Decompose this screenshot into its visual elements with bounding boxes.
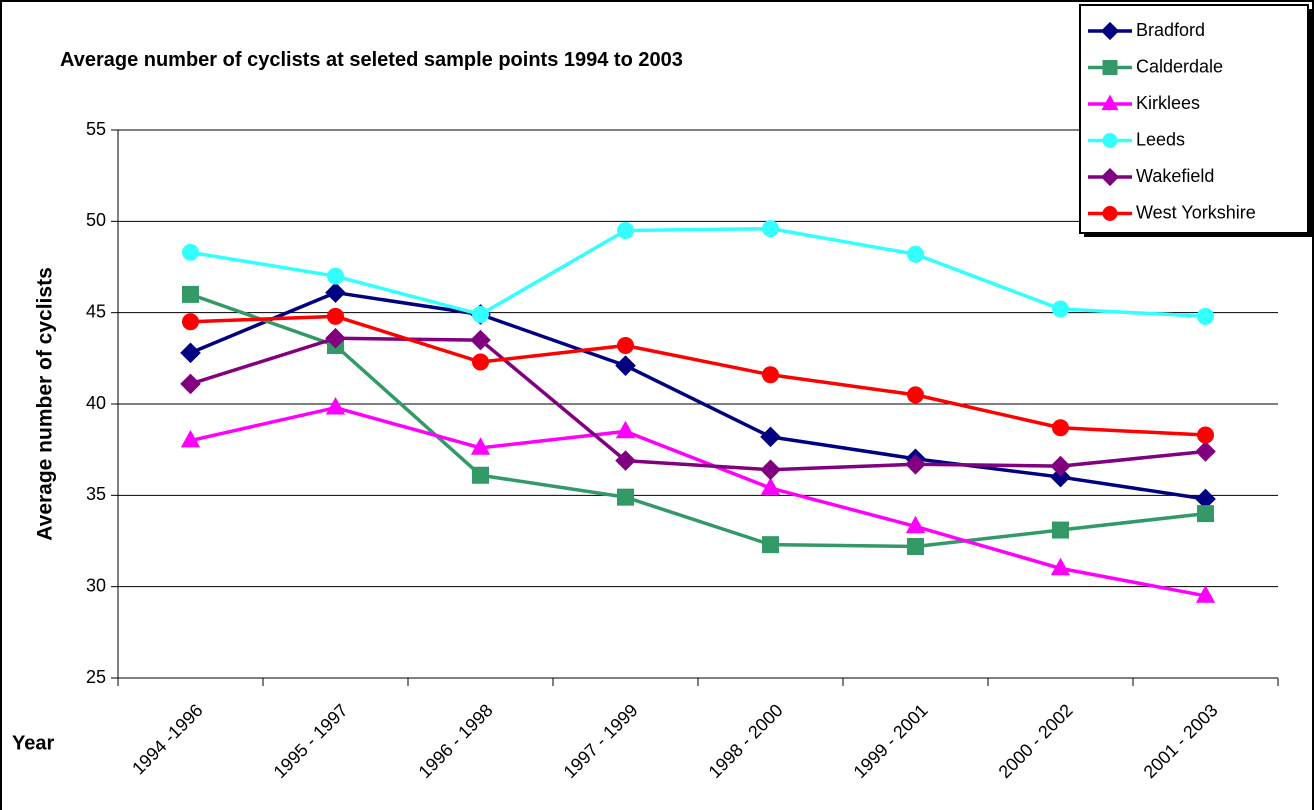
- marker: [760, 477, 781, 495]
- marker: [1102, 206, 1118, 221]
- y-tick-label: 30: [86, 575, 106, 595]
- y-tick-label: 35: [86, 484, 106, 504]
- marker: [327, 307, 344, 325]
- legend-label: West Yorkshire: [1136, 202, 1256, 222]
- marker: [760, 426, 781, 448]
- marker: [325, 397, 346, 415]
- marker: [1052, 521, 1069, 539]
- marker: [615, 420, 636, 439]
- marker: [1050, 557, 1071, 576]
- series-line: [190, 314, 1206, 437]
- marker: [182, 285, 199, 303]
- marker: [905, 453, 926, 475]
- marker: [617, 221, 634, 239]
- marker: [325, 282, 346, 303]
- marker: [1100, 21, 1120, 41]
- legend-label: Kirklees: [1136, 93, 1200, 113]
- marker: [472, 305, 489, 323]
- legend-label: Wakefield: [1136, 166, 1214, 186]
- legend-label: Bradford: [1136, 20, 1205, 40]
- marker: [760, 459, 781, 481]
- y-tick-label: 55: [86, 119, 106, 139]
- marker: [907, 245, 924, 263]
- marker: [907, 537, 924, 555]
- marker: [1102, 133, 1118, 148]
- marker: [762, 220, 779, 238]
- marker: [1197, 426, 1214, 444]
- marker: [1050, 455, 1071, 477]
- marker: [1195, 441, 1216, 462]
- marker: [1197, 307, 1214, 325]
- series-line: [189, 336, 1206, 472]
- legend: [1079, 4, 1309, 234]
- marker: [1197, 505, 1214, 523]
- marker: [905, 515, 926, 534]
- series-line: [189, 290, 1206, 501]
- marker: [180, 373, 201, 395]
- marker: [1195, 585, 1216, 603]
- y-tick-label: 25: [86, 667, 106, 687]
- marker: [472, 466, 489, 484]
- marker: [470, 329, 491, 351]
- marker: [907, 386, 924, 404]
- marker: [615, 355, 636, 376]
- marker: [762, 536, 779, 554]
- legend-label: Leeds: [1136, 129, 1185, 149]
- marker: [1052, 419, 1069, 437]
- marker: [472, 353, 489, 371]
- marker: [1052, 300, 1069, 318]
- marker: [617, 488, 634, 506]
- y-tick-label: 50: [86, 210, 106, 230]
- marker: [470, 437, 491, 455]
- marker: [327, 267, 344, 285]
- y-axis-label: Average number of cyclists: [34, 267, 57, 541]
- marker: [1100, 167, 1120, 187]
- marker: [617, 337, 634, 355]
- marker: [1102, 60, 1118, 75]
- marker: [182, 243, 199, 261]
- series-line: [190, 405, 1206, 598]
- marker: [180, 429, 201, 448]
- legend-label: Calderdale: [1136, 56, 1223, 76]
- marker: [615, 450, 636, 471]
- y-tick-label: 40: [86, 393, 106, 413]
- series-line: [190, 226, 1206, 319]
- marker: [762, 366, 779, 384]
- chart-title: Average number of cyclists at seleted sa…: [60, 49, 683, 71]
- marker: [180, 342, 201, 364]
- marker: [325, 327, 346, 349]
- marker: [182, 313, 199, 331]
- marker: [1050, 466, 1071, 488]
- y-tick-label: 45: [86, 301, 106, 321]
- marker: [1101, 94, 1119, 111]
- series-line: [189, 292, 1206, 549]
- x-axis-label: Year: [12, 732, 54, 754]
